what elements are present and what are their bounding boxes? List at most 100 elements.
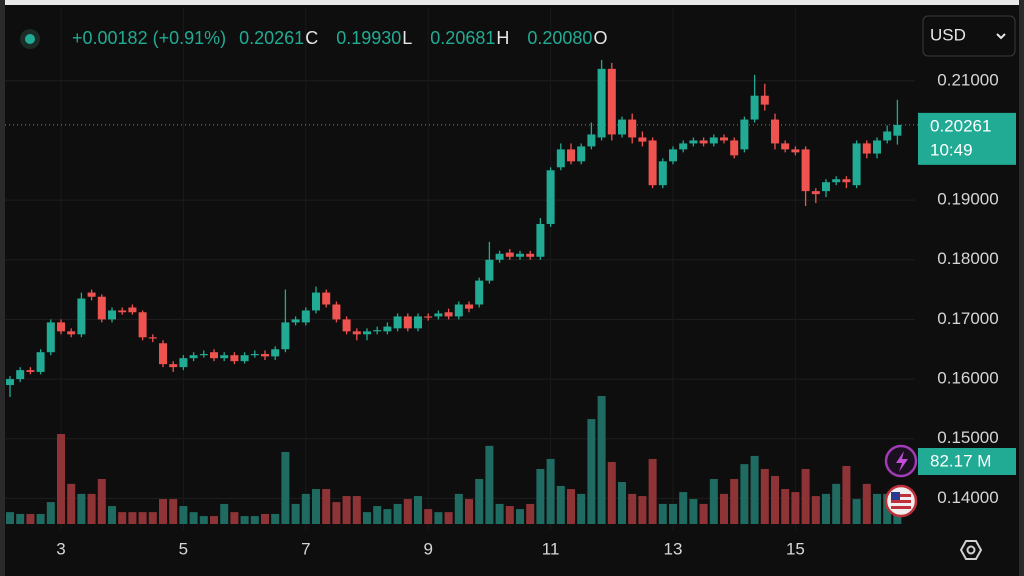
candle-body — [801, 149, 810, 192]
left-border — [0, 0, 5, 576]
candle-body — [720, 137, 728, 141]
candle-body — [291, 319, 300, 323]
candle-body — [373, 330, 382, 332]
candle-body — [852, 143, 861, 186]
lightning[interactable] — [896, 451, 908, 472]
currency-box[interactable] — [922, 15, 1016, 57]
volume-tag-value: 82.17 M — [930, 451, 991, 470]
candle-body — [138, 312, 147, 338]
candle-body — [516, 253, 524, 257]
volume-bar — [67, 483, 76, 524]
volume-bar — [811, 496, 820, 524]
flag-icon[interactable] — [884, 484, 918, 518]
candle-body — [669, 149, 677, 162]
y-tick-label: 0.15000 — [937, 428, 998, 447]
volume-bar — [36, 513, 45, 524]
price-tag-countdown: 10:49 — [930, 140, 973, 159]
volume-bar — [261, 513, 269, 524]
candle-body — [791, 149, 800, 153]
currency-label[interactable]: USD — [930, 25, 966, 44]
candle-body — [189, 355, 198, 359]
candle-body — [261, 354, 269, 357]
settings-button[interactable] — [959, 540, 983, 560]
price-tag — [918, 112, 1016, 165]
currency-select[interactable]: USD — [922, 15, 1016, 57]
volume-bar — [128, 512, 137, 524]
volume-bar — [179, 506, 188, 524]
volume-bar — [505, 506, 514, 524]
volume-bar — [148, 512, 157, 524]
candle-body — [148, 337, 157, 339]
candle-body — [567, 149, 575, 162]
volume-bar — [199, 516, 208, 524]
volume-bar — [556, 485, 565, 524]
volume-bar — [842, 465, 851, 524]
candle-body — [57, 322, 65, 332]
volume-bar — [393, 503, 402, 524]
settings-dot[interactable] — [966, 545, 976, 555]
volume-bar — [414, 496, 422, 524]
volume-bar — [291, 503, 300, 524]
volume-bar — [781, 489, 790, 524]
candle-body — [108, 310, 116, 320]
volume-bar — [791, 492, 800, 524]
volume-bar — [301, 493, 310, 524]
overlay: 0.20261 10:49 82.17 M — [5, 112, 1016, 475]
volume-bar — [6, 512, 14, 524]
candle-body — [526, 253, 535, 257]
volume-bar — [434, 512, 443, 524]
candle-body — [597, 68, 606, 138]
legend-key: L — [402, 28, 412, 48]
legend-key: C — [305, 28, 318, 48]
candle-body — [740, 119, 749, 150]
y-tick-label: 0.18000 — [937, 249, 998, 268]
candle-body — [352, 331, 361, 335]
dropdown-arrow[interactable] — [996, 33, 1006, 40]
event-icon[interactable] — [884, 444, 918, 478]
x-tick-label: 3 — [56, 539, 65, 558]
candle-body — [556, 149, 565, 168]
candle-body — [862, 143, 871, 154]
x-tick-label: 11 — [542, 539, 560, 558]
candle-body — [159, 343, 167, 365]
candle-body — [811, 191, 820, 195]
volume-bar — [271, 513, 280, 524]
y-tick-label: 0.17000 — [937, 309, 998, 328]
candle-body — [46, 322, 55, 353]
candle-body — [546, 170, 555, 224]
candle-body — [240, 355, 249, 362]
grid — [5, 8, 915, 530]
volume-bar — [97, 479, 106, 524]
candle-body — [26, 370, 35, 372]
candle-body — [842, 179, 851, 183]
candle-body — [730, 140, 739, 156]
legend-value: 0.20681 — [430, 28, 495, 48]
candle-body — [822, 182, 830, 192]
candle-body — [36, 352, 45, 372]
candle-body — [893, 124, 902, 136]
legend-value: +0.00182 (+0.91%) — [72, 28, 226, 48]
volume-bar — [709, 479, 718, 524]
volume-bar — [87, 493, 96, 524]
legend-value: 0.20080 — [527, 28, 592, 48]
volume-bar — [57, 434, 65, 524]
flag-stripe — [891, 500, 911, 503]
candle-body — [363, 331, 371, 335]
candle-body — [301, 310, 310, 323]
x-tick-label: 7 — [301, 539, 310, 558]
candle-body — [485, 259, 494, 281]
volume-bar — [618, 482, 626, 524]
flag-stripe — [891, 506, 911, 509]
candle-body — [424, 316, 433, 318]
legend-value: 0.20261 — [239, 28, 304, 48]
candle-body — [648, 140, 657, 186]
volume-bar — [46, 502, 55, 524]
candle-body — [118, 310, 127, 313]
volume-bar — [77, 493, 86, 524]
volume-bar — [169, 499, 178, 524]
volume-bar — [210, 516, 218, 524]
volume-bar — [159, 499, 167, 524]
settings-hex[interactable] — [959, 540, 983, 560]
right-border — [1019, 0, 1024, 576]
